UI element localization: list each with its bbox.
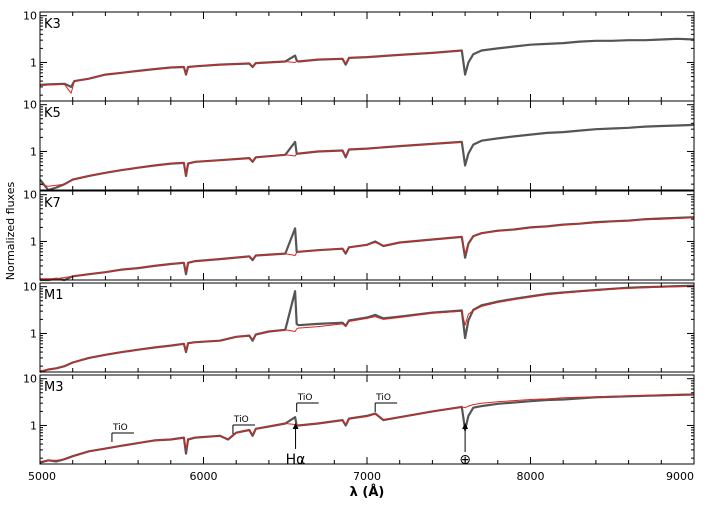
x-tick-labels: 5000 6000 7000 8000 9000: [28, 470, 694, 483]
observed-spectrum-m1: [40, 286, 694, 372]
panel-m3: 1 10 M3: [23, 373, 694, 464]
y-tick-label: 1: [30, 327, 37, 340]
tio-label: TiO: [112, 423, 128, 433]
x-tick-label: 9000: [666, 470, 694, 483]
y-axis-label: Normalized fluxes: [4, 182, 17, 281]
x-axis-label: λ (Å): [350, 484, 385, 500]
tio-marker: TiO: [375, 393, 397, 412]
y-tick-label: 10: [23, 373, 37, 386]
x-tick-label: 7000: [353, 470, 381, 483]
telluric-label: ⊕: [459, 452, 471, 468]
y-tick-label: 10: [23, 10, 37, 23]
panel-label: M3: [44, 380, 64, 395]
model-spectrum-k3: [40, 51, 462, 94]
model-spectrum-m1: [40, 286, 694, 370]
tio-label: TiO: [233, 415, 249, 425]
y-tick-label: 10: [23, 281, 37, 294]
x-tick-label: 5000: [28, 470, 56, 483]
y-tick-label: 1: [30, 145, 37, 158]
panel-k3: 1 10 K3: [23, 10, 694, 101]
panel-label: K7: [44, 196, 61, 211]
tio-marker: TiO: [297, 393, 319, 412]
annotations-group: TiO TiO TiO TiO Hα ⊕: [112, 393, 471, 468]
tio-label: TiO: [375, 393, 391, 403]
model-spectrum-k5: [40, 142, 462, 186]
halpha-label: Hα: [286, 452, 306, 468]
panel-label: M1: [44, 288, 64, 303]
model-spectrum-m3: [40, 394, 694, 462]
panel-frame: [40, 191, 694, 280]
y-tick-label: 1: [30, 56, 37, 69]
panels-group: 1 10 K3 1 10 K5 1 10 K7 1 10 M1 1 10 M3: [23, 10, 694, 464]
y-tick-label: 1: [30, 419, 37, 432]
panel-label: K3: [44, 17, 61, 32]
tio-marker: TiO: [112, 423, 134, 442]
panel-frame: [40, 283, 694, 372]
x-tick-label: 6000: [190, 470, 218, 483]
panel-m1: 1 10 M1: [23, 281, 694, 372]
y-tick-label: 10: [23, 99, 37, 112]
observed-spectrum-m3: [40, 395, 694, 463]
observed-spectrum-k5: [40, 125, 694, 190]
y-tick-label: 10: [23, 189, 37, 202]
halpha-marker: Hα: [286, 423, 306, 468]
panel-k7: 1 10 K7: [23, 189, 694, 280]
panel-label: K5: [44, 106, 61, 121]
model-spectrum-k7: [40, 218, 694, 279]
y-tick-label: 1: [30, 235, 37, 248]
tio-label: TiO: [297, 393, 313, 403]
panel-frame: [40, 375, 694, 464]
observed-spectrum-k3: [40, 39, 694, 87]
panel-k5: 1 10 K5: [23, 99, 694, 190]
observed-spectrum-k7: [40, 217, 694, 280]
panel-frame: [40, 101, 694, 190]
x-tick-label: 8000: [517, 470, 545, 483]
telluric-marker: ⊕: [459, 423, 471, 468]
